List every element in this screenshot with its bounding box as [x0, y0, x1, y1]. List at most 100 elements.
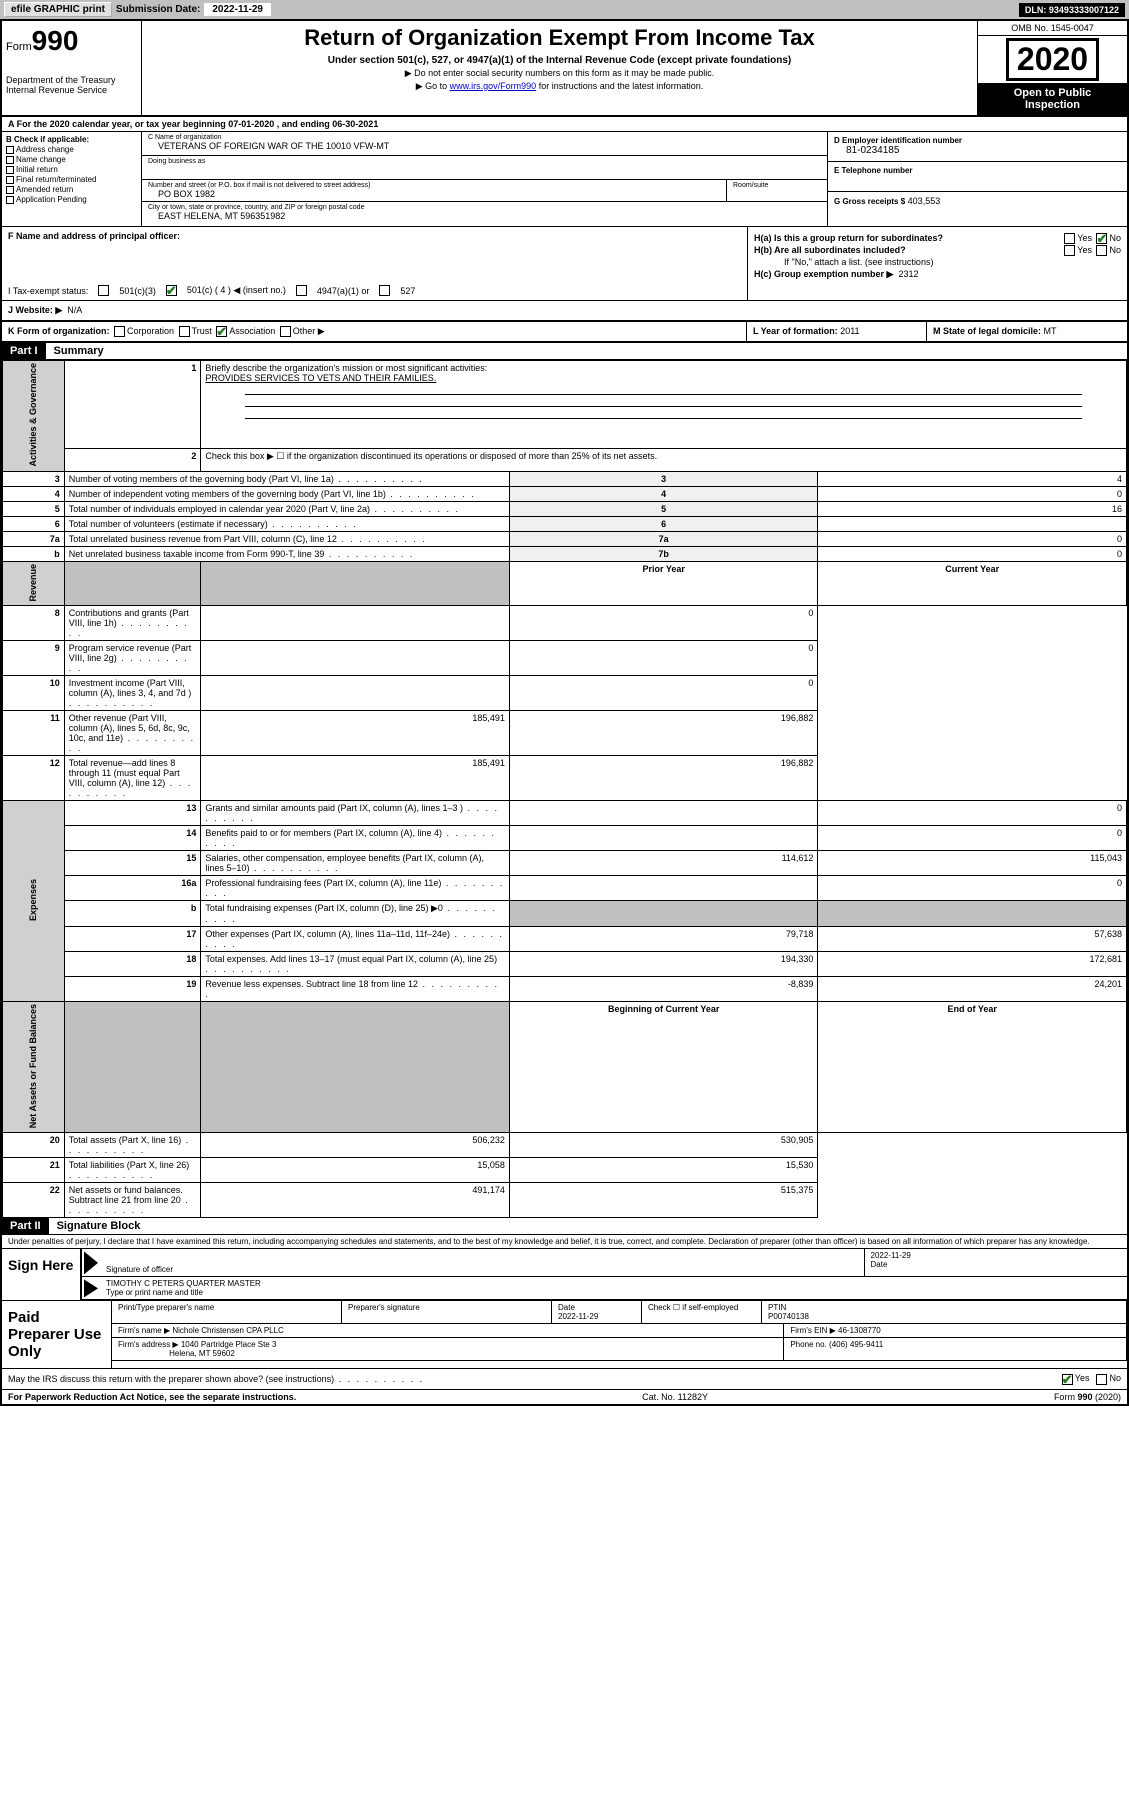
arrow-icon: [84, 1251, 98, 1274]
row-klm: K Form of organization: Corporation Trus…: [2, 322, 1127, 343]
self-employed-check[interactable]: Check ☐ if self-employed: [642, 1301, 762, 1323]
checkbox[interactable]: [6, 166, 14, 174]
discuss-yes[interactable]: [1062, 1374, 1073, 1385]
footer-left: For Paperwork Reduction Act Notice, see …: [8, 1392, 296, 1402]
irs-link[interactable]: www.irs.gov/Form990: [450, 81, 537, 91]
checkbox[interactable]: [6, 186, 14, 194]
sign-here-label: Sign Here: [2, 1249, 82, 1300]
tel-label: E Telephone number: [834, 166, 1121, 175]
sign-here-block: Sign Here Signature of officer 2022-11-2…: [2, 1248, 1127, 1300]
hc-label: H(c) Group exemption number ▶: [754, 269, 893, 279]
section-fgh: F Name and address of principal officer:…: [2, 227, 1127, 301]
form-title: Return of Organization Exempt From Incom…: [150, 25, 969, 51]
hb-no[interactable]: [1096, 245, 1107, 256]
street-label: Number and street (or P.O. box if mail i…: [148, 182, 720, 189]
col-c-org-info: C Name of organization VETERANS OF FOREI…: [142, 132, 827, 226]
discuss-no[interactable]: [1096, 1374, 1107, 1385]
footer-mid: Cat. No. 11282Y: [642, 1392, 708, 1402]
dept-irs: Internal Revenue Service: [6, 85, 137, 95]
501c3-checkbox[interactable]: [98, 285, 109, 296]
open-inspection: Open to PublicInspection: [978, 83, 1127, 115]
firm-phone: (406) 495-9411: [829, 1340, 883, 1349]
col-d-ein: D Employer identification number 81-0234…: [827, 132, 1127, 226]
state-domicile: MT: [1044, 326, 1057, 336]
submission-label: Submission Date:: [116, 4, 200, 15]
hb-yes[interactable]: [1064, 245, 1075, 256]
tax-status-label: I Tax-exempt status:: [8, 286, 88, 296]
ein-value: 81-0234185: [834, 145, 1121, 156]
checkbox[interactable]: [6, 146, 14, 154]
row-j: J Website: ▶ N/A: [2, 301, 1127, 322]
corp-checkbox[interactable]: [114, 326, 125, 337]
dept-treasury: Department of the Treasury: [6, 75, 137, 85]
gross-label: G Gross receipts $: [834, 197, 905, 206]
officer-name: TIMOTHY C PETERS QUARTER MASTER: [106, 1279, 261, 1288]
firm-addr1: 1040 Partridge Place Ste 3: [181, 1340, 277, 1349]
q2-text: Check this box ▶ ☐ if the organization d…: [201, 449, 1127, 471]
checkbox[interactable]: [6, 176, 14, 184]
page-footer: For Paperwork Reduction Act Notice, see …: [2, 1389, 1127, 1404]
city-value: EAST HELENA, MT 596351982: [148, 211, 821, 221]
ptin: P00740138: [768, 1312, 809, 1321]
side-netassets: Net Assets or Fund Balances: [28, 1004, 38, 1128]
org-name: VETERANS OF FOREIGN WAR OF THE 10010 VFW…: [148, 141, 821, 151]
prior-year-hdr: Prior Year: [509, 561, 818, 606]
ein-label: D Employer identification number: [834, 136, 1121, 145]
paid-preparer-label: Paid Preparer Use Only: [2, 1301, 112, 1368]
org-name-label: C Name of organization: [148, 134, 821, 141]
section-bcd: B Check if applicable: Address changeNam…: [2, 132, 1127, 227]
room-label: Room/suite: [733, 182, 821, 189]
efile-button[interactable]: efile GRAPHIC print: [4, 2, 112, 17]
current-year-hdr: Current Year: [818, 561, 1127, 606]
section-f-label: F Name and address of principal officer:: [8, 231, 180, 241]
declaration-text: Under penalties of perjury, I declare th…: [2, 1235, 1127, 1248]
topbar: efile GRAPHIC print Submission Date: 202…: [0, 0, 1129, 19]
ha-no[interactable]: [1096, 233, 1107, 244]
other-checkbox[interactable]: [280, 326, 291, 337]
subtitle-1: Under section 501(c), 527, or 4947(a)(1)…: [150, 55, 969, 66]
form-number: Form990: [6, 25, 137, 57]
city-label: City or town, state or province, country…: [148, 204, 821, 211]
501c-checkbox[interactable]: [166, 285, 177, 296]
summary-table: Activities & Governance 1 Briefly descri…: [2, 360, 1127, 1218]
row-a-tax-year: A For the 2020 calendar year, or tax yea…: [2, 117, 1127, 132]
side-revenue: Revenue: [28, 564, 38, 602]
discuss-row: May the IRS discuss this return with the…: [2, 1368, 1127, 1388]
side-governance: Activities & Governance: [28, 363, 38, 467]
dba-label: Doing business as: [148, 158, 821, 165]
end-year-hdr: End of Year: [818, 1002, 1127, 1133]
gross-value: 403,553: [908, 196, 941, 206]
q1-label: Briefly describe the organization's miss…: [205, 363, 487, 373]
subtitle-3: ▶ Go to www.irs.gov/Form990 for instruct…: [150, 81, 969, 92]
form-container: Form990 Department of the Treasury Inter…: [0, 19, 1129, 1406]
submission-date: 2022-11-29: [204, 3, 271, 16]
subtitle-2: ▶ Do not enter social security numbers o…: [150, 68, 969, 79]
sig-date: 2022-11-29: [871, 1251, 911, 1260]
street-value: PO BOX 1982: [148, 189, 720, 199]
paid-preparer-block: Paid Preparer Use Only Print/Type prepar…: [2, 1300, 1127, 1368]
trust-checkbox[interactable]: [179, 326, 190, 337]
firm-addr2: Helena, MT 59602: [169, 1349, 235, 1358]
4947-checkbox[interactable]: [296, 285, 307, 296]
assoc-checkbox[interactable]: [216, 326, 227, 337]
arrow-icon: [84, 1279, 98, 1297]
tax-year: 2020: [1006, 38, 1099, 81]
hb-label: H(b) Are all subordinates included?: [754, 245, 906, 255]
firm-name: Nichole Christensen CPA PLLC: [172, 1326, 283, 1335]
begin-year-hdr: Beginning of Current Year: [509, 1002, 818, 1133]
ha-yes[interactable]: [1064, 233, 1075, 244]
form-header: Form990 Department of the Treasury Inter…: [2, 21, 1127, 117]
527-checkbox[interactable]: [379, 285, 390, 296]
checkbox[interactable]: [6, 156, 14, 164]
hc-value: 2312: [898, 269, 918, 279]
footer-right: Form 990 (2020): [1054, 1392, 1121, 1402]
dln: DLN: 93493333007122: [1019, 3, 1125, 17]
omb-number: OMB No. 1545-0047: [978, 21, 1127, 36]
part2-header: Part II Signature Block: [2, 1218, 1127, 1235]
col-b-checkboxes: B Check if applicable: Address changeNam…: [2, 132, 142, 226]
prep-date: 2022-11-29: [558, 1312, 598, 1321]
checkbox[interactable]: [6, 196, 14, 204]
hb-note: If "No," attach a list. (see instruction…: [754, 257, 1121, 267]
q1-value: PROVIDES SERVICES TO VETS AND THEIR FAMI…: [205, 373, 436, 383]
firm-ein: 46-1308770: [838, 1326, 881, 1335]
